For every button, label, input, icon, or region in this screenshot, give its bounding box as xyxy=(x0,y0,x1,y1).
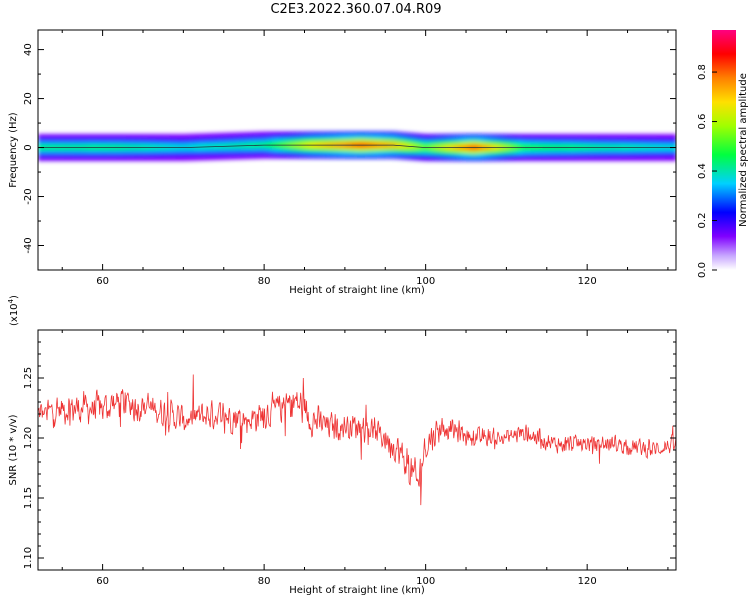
y-tick-label: -40 xyxy=(23,237,34,253)
y-tick-label: 1.10 xyxy=(23,547,34,569)
colorbar-gradient xyxy=(712,30,736,270)
colorbar-tick-label: 0.2 xyxy=(697,213,708,229)
x-tick-label: 60 xyxy=(96,576,109,587)
snr-panel: 60 80 100 120 1.10 1.15 1.20 1.25 Height of str… xyxy=(7,295,677,596)
spectrogram-panel: 60 80 100 120 40 20 0 -20 -40 Height of straight… xyxy=(8,29,677,296)
spectrogram-y-label: Frequency (Hz) xyxy=(8,112,19,188)
x-tick-label: 80 xyxy=(258,276,271,287)
x-tick-label: 100 xyxy=(416,576,435,587)
snr-y-label: SNR (10 * v/v) xyxy=(8,414,19,485)
colorbar-tick-label: 0.6 xyxy=(697,114,708,130)
snr-frame xyxy=(37,329,677,571)
colorbar-tick-label: 0.8 xyxy=(697,64,708,80)
x-tick-label: 120 xyxy=(578,276,597,287)
y-tick-label: 1.15 xyxy=(23,487,34,509)
page-title: C2E3.2022.360.07.04.R09 xyxy=(270,2,442,17)
x-tick-label: 100 xyxy=(416,276,435,287)
x-tick-label: 80 xyxy=(258,576,271,587)
x-tick-label: 60 xyxy=(96,276,109,287)
colorbar: 0.0 0.2 0.4 0.6 0.8 Normalized spectral ampl… xyxy=(697,30,749,278)
colorbar-label: Normalized spectral amplitude xyxy=(738,73,749,227)
spectrogram-axes: 60 80 100 120 40 20 0 -20 -40 xyxy=(23,30,676,287)
spectrogram-frame xyxy=(37,29,677,271)
y-tick-label: 1.25 xyxy=(23,367,34,389)
y-tick-label: 40 xyxy=(23,43,34,56)
y-tick-label: 1.20 xyxy=(23,427,34,449)
spectrogram-band xyxy=(38,131,676,162)
snr-series-line xyxy=(38,374,676,506)
y-tick-label: 20 xyxy=(23,92,34,105)
x-tick-label: 120 xyxy=(578,576,597,587)
spectrogram-x-label: Height of straight line (km) xyxy=(289,285,425,296)
colorbar-ticks: 0.0 0.2 0.4 0.6 0.8 xyxy=(697,64,717,278)
y-tick-label: 0 xyxy=(23,144,34,150)
spectrogram-ridge-line xyxy=(38,144,676,148)
snr-x-label: Height of straight line (km) xyxy=(289,585,425,596)
snr-plot-area xyxy=(38,330,676,570)
spectrogram-cells xyxy=(38,131,676,162)
y-tick-label: -20 xyxy=(23,188,34,204)
snr-scale-label: (x104) xyxy=(7,295,20,326)
colorbar-tick-label: 0.4 xyxy=(697,163,708,179)
colorbar-tick-label: 0.0 xyxy=(697,262,708,278)
